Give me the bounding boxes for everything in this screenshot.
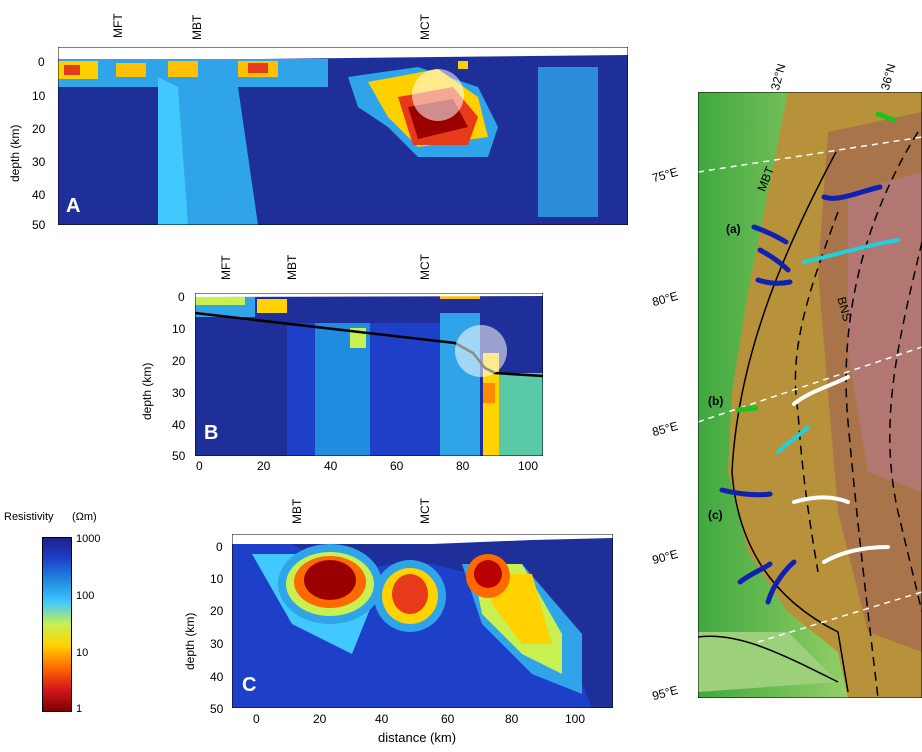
panel-b-xtick-0: 0 (196, 459, 203, 473)
panel-c-xlabel: distance (km) (378, 730, 457, 745)
panel-a-letter: A (66, 195, 81, 217)
panel-b-fault-mft: MFT (219, 255, 233, 280)
panel-b-fault-mbt: MBT (285, 254, 299, 280)
panel-b-ytick-4: 40 (172, 418, 186, 432)
colorbar-title: Resistivity (4, 511, 54, 523)
panel-c-section (232, 534, 613, 708)
map-lat-36n: 36°N (878, 62, 899, 92)
panel-c-ytick-1: 10 (210, 572, 224, 586)
panel-b-ytick-5: 50 (172, 449, 186, 463)
map-lon-90e: 90°E (650, 546, 680, 568)
map-image (698, 92, 922, 698)
map-lon-85e: 85°E (650, 418, 680, 440)
panel-a-fault-mbt: MBT (190, 14, 204, 40)
panel-a-ytick-1: 10 (32, 89, 46, 103)
colorbar-gradient (42, 537, 72, 712)
panel-a-fault-mct: MCT (418, 14, 432, 40)
panel-c-fault-mbt: MBT (290, 498, 304, 524)
panel-b-xtick-2: 40 (324, 459, 338, 473)
panel-c-xtick-1: 20 (313, 712, 327, 726)
colorbar-tick-1: 1 (76, 703, 83, 715)
colorbar-tick-10: 10 (76, 647, 89, 659)
panel-c-ylabel: depth (km) (183, 612, 197, 670)
panel-b-ytick-0: 0 (178, 290, 185, 304)
panel-c-ytick-2: 20 (210, 604, 224, 618)
panel-c-ytick-4: 40 (210, 670, 224, 684)
panel-b-section (195, 293, 543, 456)
panel-c-ytick-0: 0 (216, 540, 223, 554)
panel-b: depth (km) 0 10 20 30 40 50 0 20 40 60 8… (0, 240, 640, 480)
map-panel: 32°N 36°N 75°E 80°E 85°E 90°E 95°E MBT B… (640, 0, 922, 752)
panel-c-xtick-3: 60 (441, 712, 455, 726)
panel-a-fault-mft: MFT (111, 13, 125, 38)
panel-c-letter: C (242, 674, 257, 696)
panel-b-ylabel: depth (km) (140, 362, 154, 420)
map-lat-32n: 32°N (768, 62, 789, 92)
panel-a-ytick-0: 0 (38, 55, 45, 69)
panel-a-ytick-3: 30 (32, 155, 46, 169)
panel-c-fault-mct: MCT (418, 498, 432, 524)
map-lon-95e: 95°E (650, 682, 680, 704)
panel-c-xtick-5: 100 (565, 712, 586, 726)
panel-b-xtick-3: 60 (390, 459, 404, 473)
colorbar: Resistivity (Ωm) 1000 100 10 1 (0, 505, 110, 715)
panel-b-xtick-4: 80 (456, 459, 470, 473)
colorbar-tick-100: 100 (76, 590, 95, 602)
panel-a-section (58, 47, 628, 225)
panel-a-ytick-5: 50 (32, 218, 46, 232)
panel-b-xtick-1: 20 (257, 459, 271, 473)
panel-c-xtick-2: 40 (375, 712, 389, 726)
colorbar-tick-1000: 1000 (76, 533, 101, 545)
panel-b-xtick-5: 100 (518, 459, 539, 473)
panel-b-ytick-2: 20 (172, 354, 186, 368)
panel-a-ylabel: depth (km) (8, 124, 22, 182)
panel-c-xtick-4: 80 (505, 712, 519, 726)
colorbar-unit: (Ωm) (72, 511, 97, 523)
map-lon-75e: 75°E (650, 164, 680, 186)
panel-a-ytick-2: 20 (32, 122, 46, 136)
panel-a-ytick-4: 40 (32, 188, 46, 202)
map-profile-c: (c) (708, 508, 723, 522)
map-lon-80e: 80°E (650, 288, 680, 310)
panel-b-fault-mct: MCT (418, 254, 432, 280)
map-profile-b: (b) (708, 394, 724, 408)
panel-c-ytick-3: 30 (210, 637, 224, 651)
panel-b-letter: B (204, 422, 219, 444)
panel-a: depth (km) 0 10 20 30 40 50 MFT MBT MCT … (0, 0, 640, 240)
panel-b-ytick-3: 30 (172, 386, 186, 400)
panel-c-xtick-0: 0 (253, 712, 260, 726)
map-profile-a: (a) (726, 222, 741, 236)
panel-b-ytick-1: 10 (172, 322, 186, 336)
panel-c: depth (km) 0 10 20 30 40 50 0 20 40 60 8… (0, 480, 640, 752)
panel-c-ytick-5: 50 (210, 702, 224, 716)
